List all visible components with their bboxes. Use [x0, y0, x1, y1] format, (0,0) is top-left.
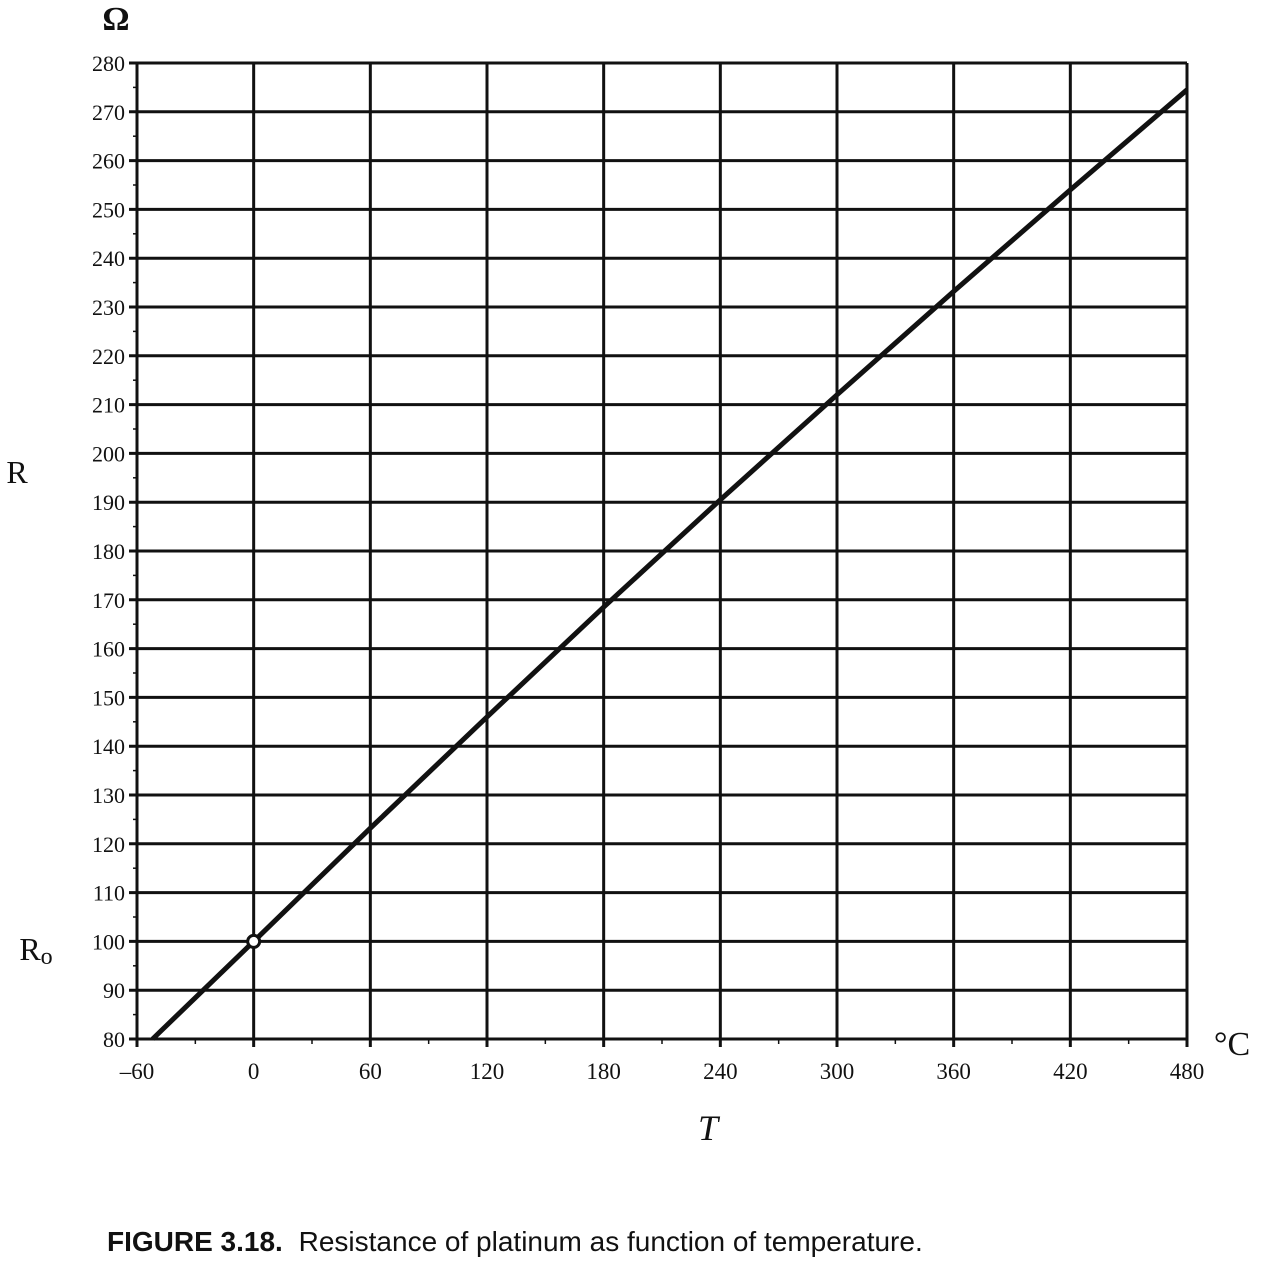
x-tick-label: 420 [1053, 1059, 1088, 1084]
chart: 80 90 100 110 120 130 140 150 160 170 180 190 200 210… [6, 1, 1250, 1148]
y-tick-label: 210 [92, 393, 125, 418]
x-unit-label: °C [1214, 1026, 1250, 1063]
y-tick-label: 160 [92, 637, 125, 662]
x-tick-label: 0 [248, 1059, 260, 1084]
r0-sub: o [41, 944, 53, 970]
r0-main: R [19, 931, 41, 967]
x-tick-label: 240 [703, 1059, 738, 1084]
series-lines [150, 87, 1189, 1041]
y-tick-label: 100 [92, 929, 125, 954]
y-tick-label: 120 [92, 832, 125, 857]
x-axis-label: T [698, 1108, 721, 1148]
y-tick-label: 230 [92, 295, 125, 320]
y-tick-label: 110 [93, 881, 125, 906]
y-tick-label: 140 [92, 734, 125, 759]
y-tick-label: 130 [92, 783, 125, 808]
y-tick-label: 200 [92, 441, 125, 466]
y-tick-label: 150 [92, 685, 125, 710]
x-tick-label: 120 [470, 1059, 505, 1084]
r0-annotation: Ro [19, 931, 52, 970]
grid-lines [129, 61, 1189, 1047]
y-tick-label: 260 [92, 149, 125, 174]
r0-point-marker [246, 933, 262, 949]
y-tick-label: 240 [92, 246, 125, 271]
y-tick-label: 280 [92, 51, 125, 76]
y-tick-label: 270 [92, 100, 125, 125]
figure-number: FIGURE 3.18. [107, 1226, 283, 1257]
y-tick-label: 180 [92, 539, 125, 564]
x-tick-label: 480 [1170, 1059, 1205, 1084]
x-tick-label: 360 [936, 1059, 971, 1084]
minor-ticks [133, 86, 1130, 1044]
x-tick-label: 60 [359, 1059, 382, 1084]
y-tick-labels: 80 90 100 110 120 130 140 150 160 170 180 190 200 210… [92, 51, 125, 1052]
x-tick-label: –60 [119, 1059, 155, 1084]
y-tick-label: 250 [92, 197, 125, 222]
y-tick-label: 220 [92, 344, 125, 369]
caption-text: Resistance of platinum as function of te… [298, 1226, 923, 1257]
resistance-line [150, 87, 1189, 1041]
x-tick-labels: –60 0 60 120 180 240 300 360 420 480 [119, 1059, 1205, 1084]
y-unit-label: Ω [102, 1, 129, 38]
y-tick-label: 190 [92, 490, 125, 515]
figure-caption: FIGURE 3.18. Resistance of platinum as f… [107, 1226, 1207, 1258]
x-tick-label: 180 [586, 1059, 621, 1084]
y-axis-label: R [6, 454, 28, 490]
x-tick-label: 300 [820, 1059, 855, 1084]
y-tick-label: 80 [103, 1027, 125, 1052]
y-tick-label: 90 [103, 978, 125, 1003]
y-tick-label: 170 [92, 588, 125, 613]
